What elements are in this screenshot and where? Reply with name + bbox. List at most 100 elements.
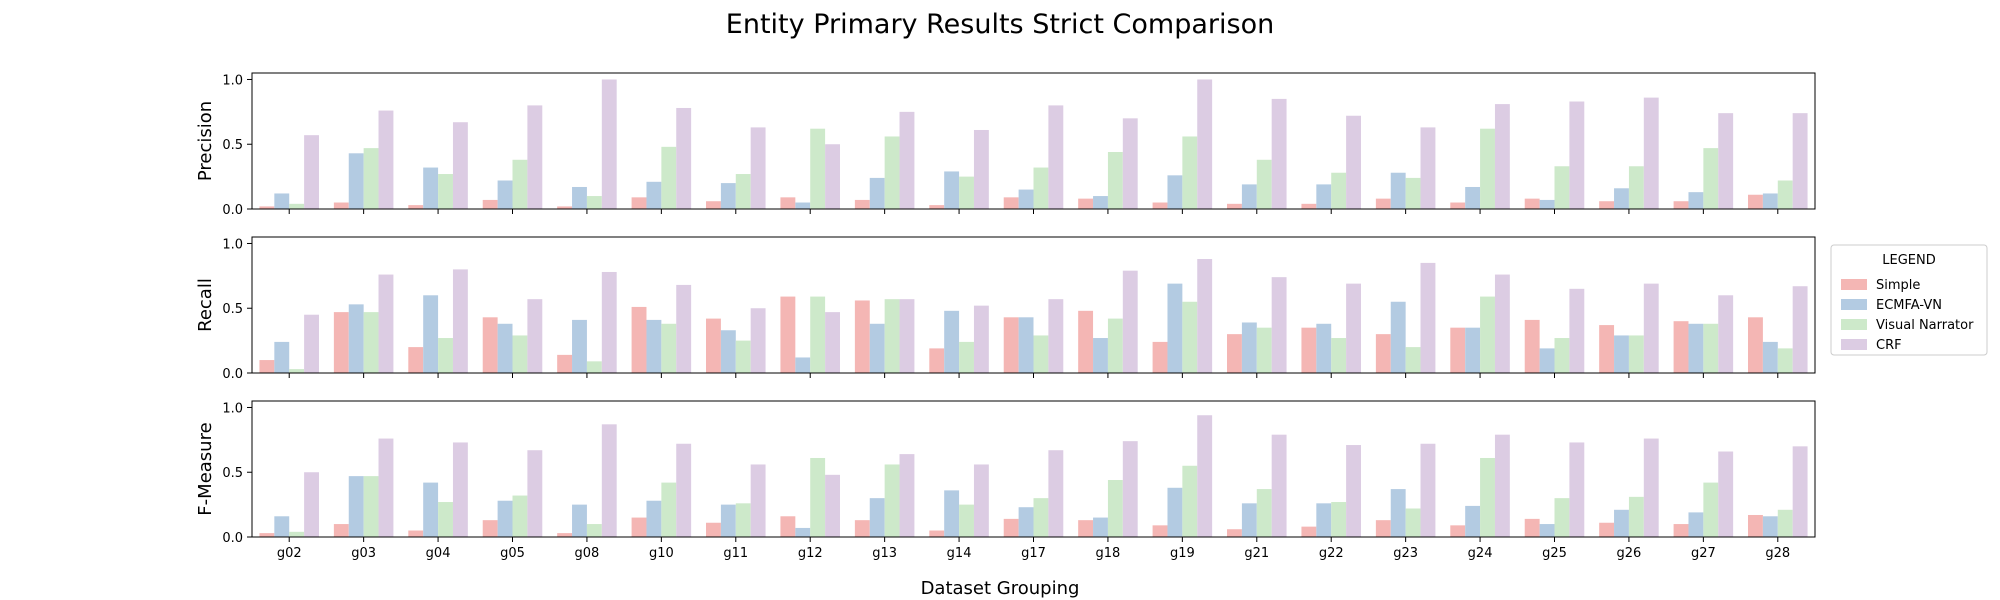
bar bbox=[661, 146, 677, 209]
x-tick-label: g13 bbox=[872, 546, 897, 561]
bar bbox=[1599, 522, 1615, 537]
bar bbox=[1107, 318, 1123, 373]
x-tick-label: g12 bbox=[798, 546, 823, 561]
legend-box bbox=[1830, 244, 1988, 356]
bar bbox=[274, 341, 290, 373]
bar bbox=[720, 330, 736, 373]
legend-swatch bbox=[1841, 319, 1867, 330]
x-tick-label: g22 bbox=[1319, 546, 1344, 561]
bar bbox=[1182, 301, 1198, 373]
bar bbox=[1569, 288, 1585, 373]
bar bbox=[1152, 525, 1168, 537]
bar bbox=[810, 128, 826, 209]
bar bbox=[825, 312, 840, 373]
bar bbox=[1554, 498, 1570, 537]
bar bbox=[1777, 348, 1793, 373]
bar bbox=[1539, 524, 1555, 537]
bar bbox=[1227, 529, 1242, 537]
bar bbox=[289, 203, 305, 209]
bar bbox=[944, 490, 960, 537]
bar bbox=[1703, 323, 1719, 373]
bar bbox=[959, 176, 974, 209]
bar bbox=[1405, 177, 1421, 209]
legend-swatch bbox=[1841, 339, 1867, 350]
bar bbox=[1599, 201, 1615, 209]
panel-f-measure: 0.0 0.5 1.0 g02 g03 g04 g05 g08 g10 g11 g12 g13 g14 g… bbox=[195, 400, 1816, 561]
bar bbox=[944, 310, 960, 373]
bar bbox=[601, 79, 617, 209]
bar bbox=[899, 299, 915, 373]
bar bbox=[1539, 348, 1555, 373]
y-tick-label: 0.0 bbox=[222, 367, 243, 382]
bar bbox=[750, 464, 766, 537]
bar bbox=[1554, 338, 1570, 373]
legend-label: Visual Narrator bbox=[1876, 318, 1974, 333]
bar bbox=[1152, 202, 1168, 209]
bar bbox=[482, 317, 498, 373]
bar bbox=[1539, 199, 1555, 209]
bar bbox=[1569, 101, 1585, 209]
x-tick-label: g25 bbox=[1542, 546, 1567, 561]
bar bbox=[735, 340, 751, 373]
bar bbox=[1643, 283, 1659, 373]
bar bbox=[274, 516, 290, 537]
bar bbox=[259, 360, 275, 373]
bar bbox=[438, 338, 453, 373]
bar bbox=[706, 318, 721, 373]
bar bbox=[274, 193, 290, 209]
bar bbox=[1048, 105, 1064, 209]
bar bbox=[1271, 98, 1287, 209]
bar bbox=[1122, 118, 1138, 209]
bar bbox=[527, 450, 543, 537]
bar bbox=[929, 348, 945, 373]
bar bbox=[1346, 115, 1361, 209]
bar bbox=[825, 474, 840, 537]
bar bbox=[1524, 198, 1540, 209]
bar bbox=[601, 424, 617, 537]
bar bbox=[1078, 520, 1094, 537]
bar bbox=[1018, 507, 1034, 537]
legend-swatch bbox=[1841, 279, 1867, 290]
bar bbox=[944, 171, 960, 209]
bar bbox=[1048, 299, 1064, 373]
bar bbox=[869, 323, 885, 373]
bar bbox=[1167, 487, 1183, 537]
bar bbox=[1316, 323, 1332, 373]
panel-precision: 0.0 0.5 1.0 Precision bbox=[195, 72, 1816, 218]
bar bbox=[1018, 189, 1034, 209]
bar bbox=[304, 314, 319, 373]
bar bbox=[1524, 518, 1540, 537]
bar bbox=[304, 472, 319, 537]
bar bbox=[527, 299, 543, 373]
bar bbox=[854, 199, 870, 209]
bar bbox=[661, 482, 677, 537]
bar bbox=[452, 122, 468, 209]
bar bbox=[869, 498, 885, 537]
bar bbox=[1480, 128, 1495, 209]
bar bbox=[482, 199, 498, 209]
bar bbox=[1405, 508, 1421, 537]
bar bbox=[631, 517, 647, 537]
bar bbox=[1093, 517, 1108, 537]
bar bbox=[1107, 152, 1123, 209]
bar bbox=[959, 341, 974, 373]
bar bbox=[1762, 193, 1778, 209]
bar bbox=[1093, 338, 1108, 373]
bar bbox=[1152, 341, 1168, 373]
bar bbox=[1346, 283, 1361, 373]
bar bbox=[973, 305, 989, 373]
bar bbox=[735, 503, 751, 537]
panels: 0.0 0.5 1.0 Precision 0.0 0.5 1.0 Recall 0.0 0.5 1… bbox=[195, 72, 1816, 561]
bar bbox=[1271, 434, 1287, 537]
bar bbox=[1107, 480, 1123, 537]
bar bbox=[348, 153, 364, 209]
y-tick-label: 0.5 bbox=[222, 466, 243, 481]
bar bbox=[1033, 167, 1049, 209]
bar bbox=[1078, 198, 1094, 209]
bar bbox=[1227, 334, 1242, 373]
bar bbox=[259, 206, 275, 209]
bar bbox=[512, 495, 528, 537]
x-tick-label: g14 bbox=[947, 546, 972, 561]
bar bbox=[1122, 270, 1138, 373]
